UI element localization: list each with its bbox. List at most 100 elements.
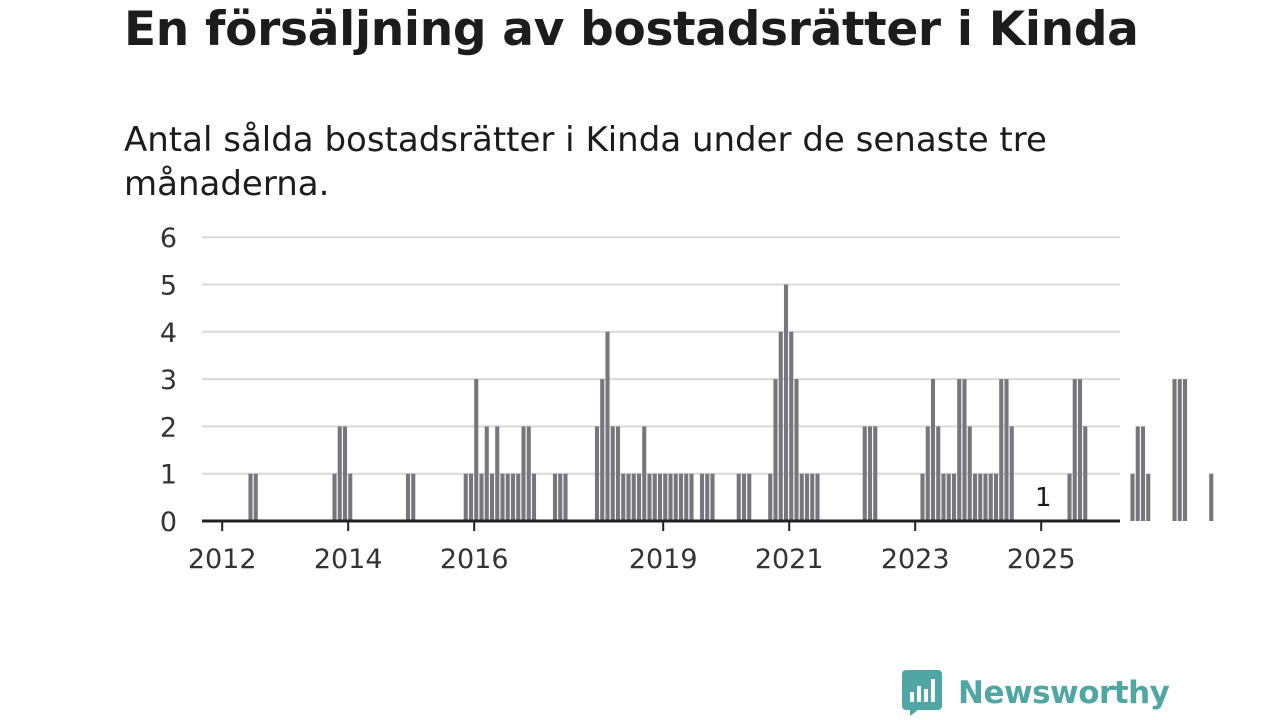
y-tick-label: 3 [160, 365, 177, 396]
bar [867, 426, 873, 521]
bar [253, 473, 258, 521]
chart-title: En försäljning av bostadsrätter i Kinda [124, 2, 1139, 57]
y-tick-label: 0 [160, 507, 177, 538]
bar [615, 426, 621, 521]
bar [741, 473, 747, 521]
bar [967, 426, 972, 521]
bar [1004, 379, 1009, 521]
bar [474, 379, 479, 521]
x-tick-label: 2023 [881, 544, 950, 575]
bar [484, 426, 489, 521]
bar [1135, 426, 1140, 521]
bar [405, 473, 411, 521]
x-tick-label: 2021 [755, 544, 824, 575]
y-tick-label: 2 [160, 412, 177, 443]
bar [962, 379, 967, 521]
y-tick-label: 1 [160, 460, 177, 491]
bar [1177, 379, 1182, 521]
bar [689, 473, 694, 521]
bar [495, 426, 500, 521]
bar [815, 473, 820, 521]
x-tick-label: 2025 [1007, 544, 1076, 575]
bar [605, 331, 610, 521]
bar [500, 473, 505, 521]
bar [342, 426, 348, 521]
bar [972, 473, 978, 521]
bar [1140, 426, 1146, 521]
bar [248, 473, 253, 521]
bar [862, 426, 867, 521]
gridlines [202, 236, 1120, 475]
x-tick-label: 2016 [440, 544, 509, 575]
bar [621, 473, 626, 521]
bar [684, 473, 689, 521]
bar [1072, 379, 1077, 521]
bar [594, 426, 600, 521]
x-tick-label: 2014 [314, 544, 383, 575]
bar [799, 473, 804, 521]
bar [1182, 379, 1188, 521]
bar [463, 473, 468, 521]
bar [946, 473, 951, 521]
bar [600, 379, 605, 521]
bar [978, 473, 983, 521]
bar [521, 426, 526, 521]
bar [489, 473, 495, 521]
bar [747, 473, 752, 521]
bar [768, 473, 773, 521]
brand-name: Newsworthy [958, 675, 1170, 711]
bar [505, 473, 510, 521]
bar [411, 473, 416, 521]
bar [873, 426, 878, 521]
bar [1146, 473, 1151, 521]
bar [925, 426, 930, 521]
bar [516, 473, 521, 521]
bar [558, 473, 563, 521]
chart-subtitle: Antal sålda bostadsrätter i Kinda under … [124, 120, 1047, 204]
bar-chart-icon [902, 670, 942, 716]
bar [778, 331, 783, 521]
bar [804, 473, 810, 521]
bar [647, 473, 652, 521]
bar [563, 473, 568, 521]
y-tick-label: 6 [160, 223, 177, 254]
bars [248, 284, 1214, 521]
bar [794, 379, 799, 521]
bar [332, 473, 337, 521]
bar [348, 473, 353, 521]
bar [941, 473, 946, 521]
bar [552, 473, 558, 521]
bar [337, 426, 342, 521]
y-tick-label: 5 [160, 271, 177, 302]
bar [993, 473, 999, 521]
bar [668, 473, 673, 521]
bar [810, 473, 815, 521]
bar [999, 379, 1004, 521]
bar [988, 473, 993, 521]
bar [930, 379, 936, 521]
bar [783, 284, 789, 521]
bar [936, 426, 941, 521]
bar [710, 473, 715, 521]
bar [1009, 426, 1014, 521]
bar [789, 331, 794, 521]
bar [1067, 473, 1072, 521]
bar [626, 473, 631, 521]
data-label: 1 [1035, 483, 1052, 513]
bar [652, 473, 657, 521]
bar [1077, 379, 1083, 521]
bar [773, 379, 778, 521]
bar [736, 473, 741, 521]
bar [510, 473, 516, 521]
bar [983, 473, 988, 521]
bar [699, 473, 705, 521]
bar [610, 426, 615, 521]
bar [526, 426, 531, 521]
bar [636, 473, 642, 521]
bar [920, 473, 925, 521]
bar [1083, 426, 1088, 521]
bar [678, 473, 684, 521]
y-axis-ticks: 0 1 2 3 4 5 6 [160, 223, 177, 538]
bar [1130, 473, 1135, 521]
